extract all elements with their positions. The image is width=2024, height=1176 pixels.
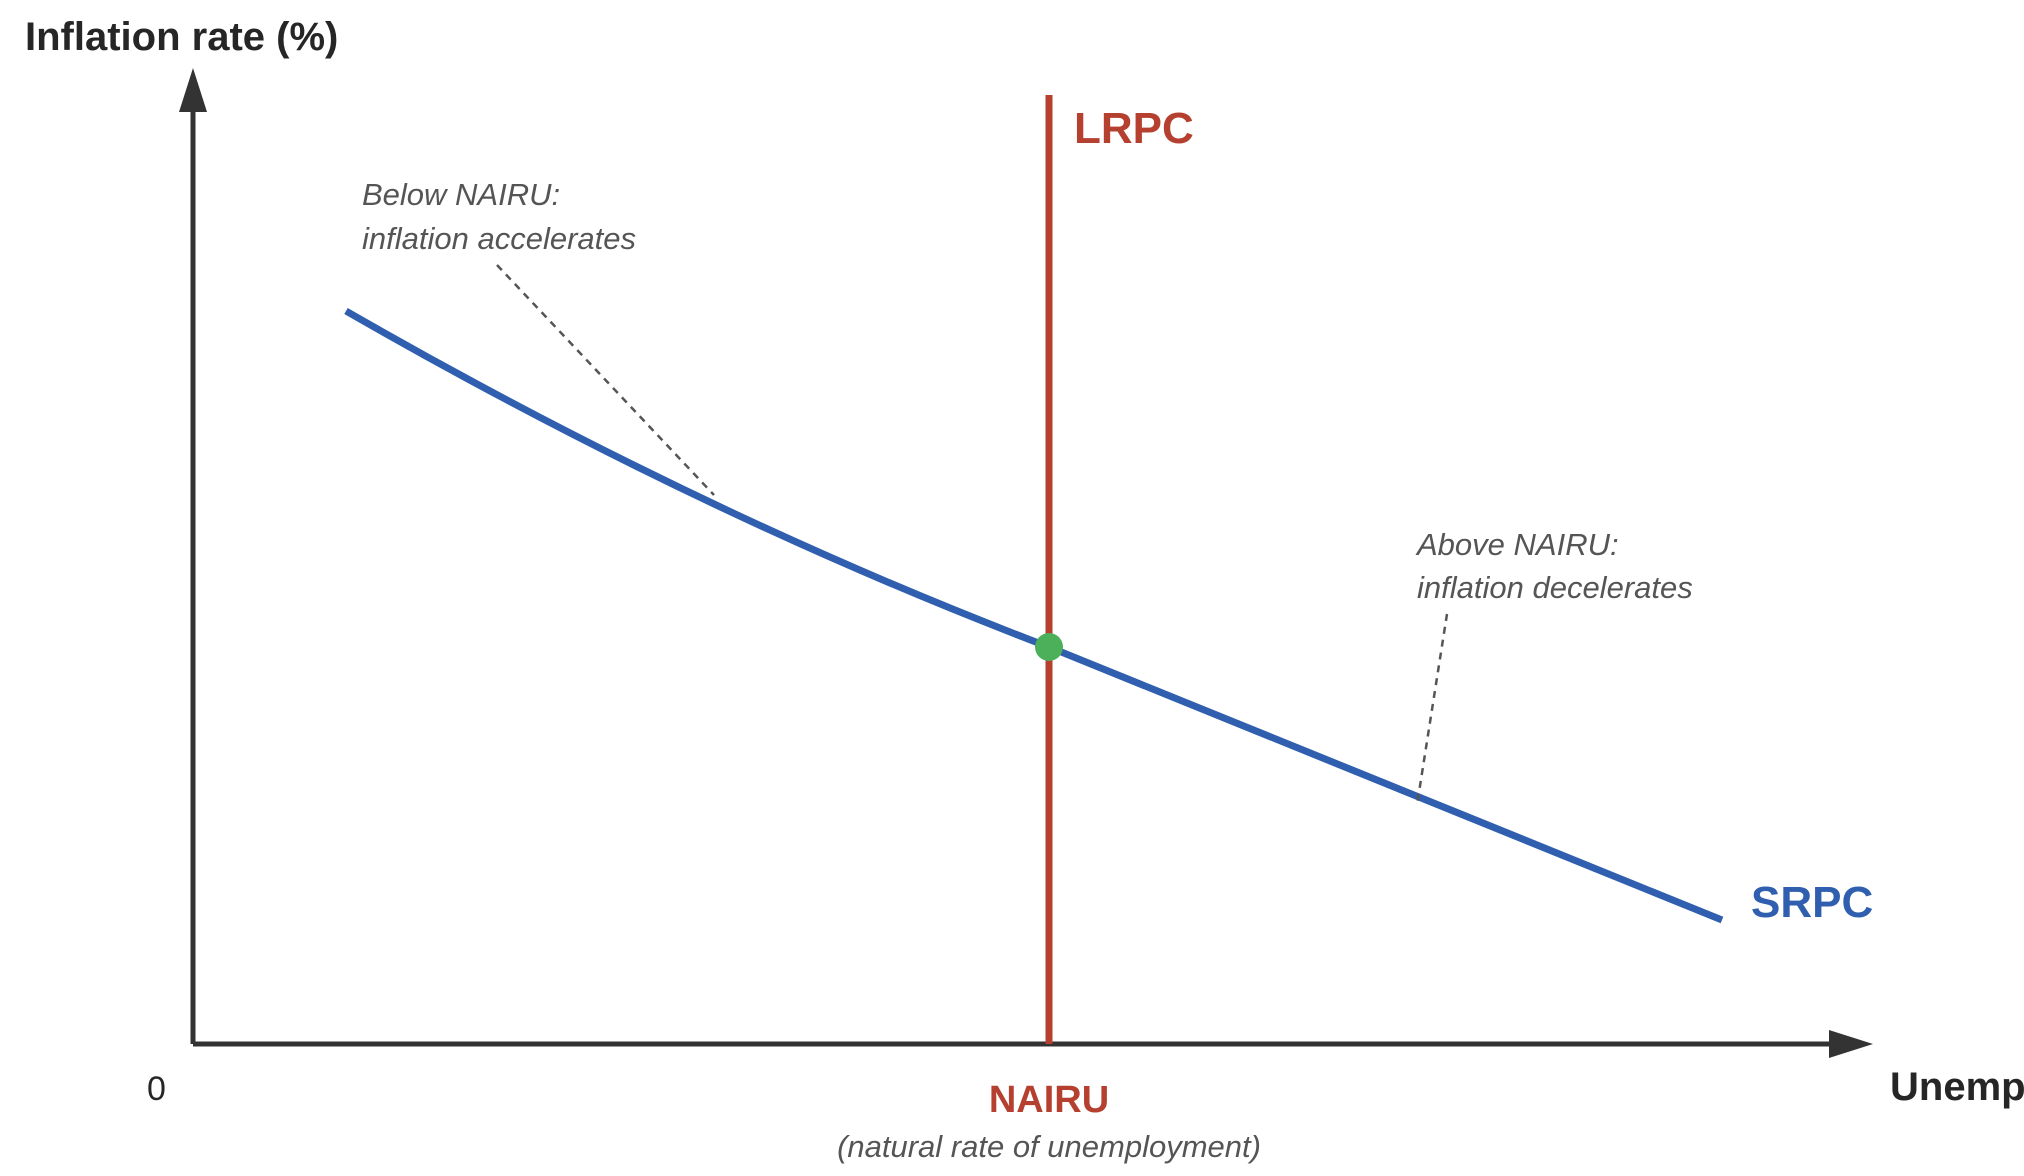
above-nairu-annotation-line1: Above NAIRU: — [1415, 527, 1619, 562]
equilibrium-point — [1035, 633, 1063, 661]
nairu-label: NAIRU — [989, 1079, 1109, 1121]
y-axis-title: Inflation rate (%) — [25, 15, 338, 59]
x-axis-arrowhead — [1829, 1030, 1873, 1058]
origin-label: 0 — [147, 1070, 166, 1108]
srpc-curve — [344, 307, 1724, 924]
below-nairu-leader-line — [496, 264, 715, 496]
below-nairu-annotation-line2: inflation accelerates — [362, 221, 636, 256]
x-axis-title: Unemployment rate (%) — [1890, 1065, 2024, 1109]
srpc-label: SRPC — [1751, 878, 1873, 927]
above-nairu-annotation-line2: inflation decelerates — [1417, 570, 1693, 605]
below-nairu-annotation-line1: Below NAIRU: — [362, 177, 560, 212]
y-axis-arrowhead — [179, 68, 207, 112]
nairu-sublabel: (natural rate of unemployment) — [837, 1129, 1261, 1164]
lrpc-label: LRPC — [1074, 104, 1194, 153]
above-nairu-leader-line — [1415, 613, 1449, 806]
